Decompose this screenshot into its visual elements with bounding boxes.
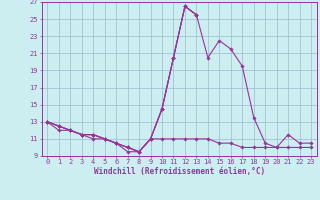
X-axis label: Windchill (Refroidissement éolien,°C): Windchill (Refroidissement éolien,°C): [94, 167, 265, 176]
